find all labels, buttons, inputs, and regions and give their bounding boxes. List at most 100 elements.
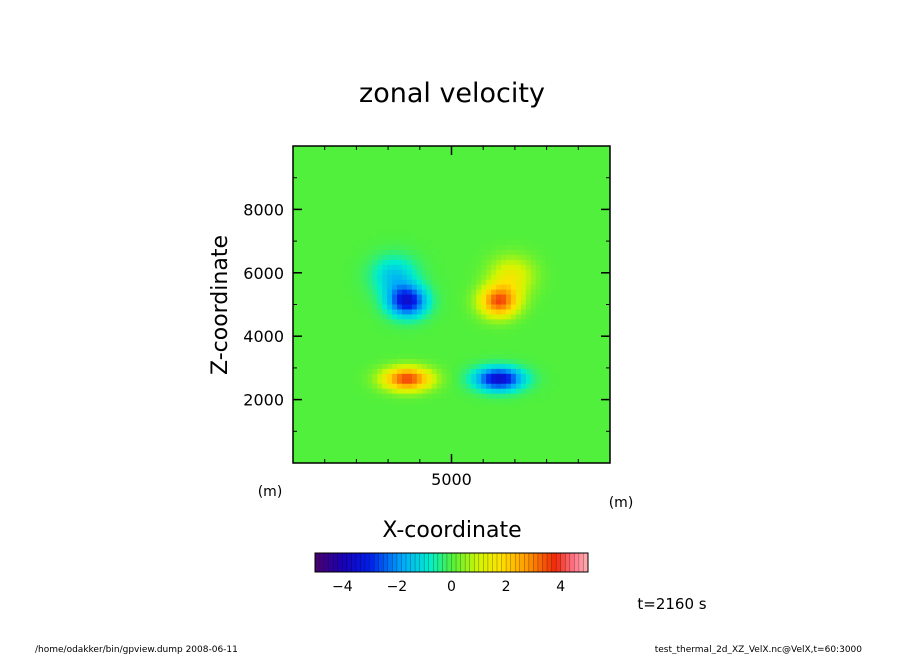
heatmap-cell — [515, 284, 522, 291]
heatmap-cell — [352, 155, 358, 162]
heatmap-cell — [486, 388, 492, 395]
heatmap-cell — [362, 453, 368, 459]
heatmap-cell — [332, 344, 338, 350]
heatmap-cell — [322, 329, 329, 335]
heatmap-cell — [461, 195, 467, 201]
heatmap-cell — [481, 339, 487, 345]
heatmap-cell — [515, 289, 522, 295]
heatmap-cell — [496, 388, 502, 395]
heatmap-cell — [595, 225, 601, 231]
heatmap-cell — [293, 309, 299, 315]
heatmap-cell — [545, 354, 551, 360]
heatmap-cell — [406, 309, 413, 315]
heatmap-cell — [565, 235, 571, 241]
heatmap-cell — [491, 240, 497, 246]
heatmap-cell — [540, 349, 547, 355]
heatmap-cell — [327, 150, 334, 157]
heatmap-cell — [382, 160, 388, 167]
heatmap-cell — [312, 354, 319, 360]
heatmap-cell — [461, 433, 467, 439]
heatmap-cell — [525, 453, 532, 459]
heatmap-cell — [401, 314, 408, 320]
heatmap-cell — [312, 383, 319, 390]
heatmap-cell — [397, 185, 403, 191]
heatmap-cell — [535, 373, 542, 380]
heatmap-cell — [486, 393, 492, 400]
heatmap-cell — [605, 344, 611, 350]
heatmap-cell — [520, 349, 527, 355]
heatmap-cell — [392, 339, 398, 345]
heatmap-cell — [416, 443, 423, 449]
heatmap-cell — [471, 403, 477, 409]
heatmap-cell — [570, 344, 576, 350]
heatmap-cell — [520, 230, 527, 236]
heatmap-cell — [545, 329, 551, 335]
heatmap-cell — [575, 413, 581, 419]
heatmap-cell — [302, 180, 309, 187]
heatmap-cell — [505, 200, 512, 206]
heatmap-cell — [337, 259, 343, 266]
heatmap-cell — [550, 368, 556, 375]
heatmap-cell — [416, 200, 423, 206]
heatmap-cell — [411, 413, 418, 419]
heatmap-cell — [357, 363, 363, 370]
heatmap-cell — [585, 408, 591, 414]
heatmap-cell — [505, 220, 512, 226]
heatmap-cell — [501, 324, 507, 330]
heatmap-cell — [560, 433, 566, 439]
heatmap-cell — [377, 240, 383, 246]
heatmap-cell — [550, 150, 556, 157]
heatmap-cell — [520, 324, 527, 330]
heatmap-cell — [491, 443, 497, 449]
heatmap-cell — [466, 309, 472, 315]
heatmap-cell — [550, 358, 556, 365]
heatmap-cell — [446, 393, 452, 400]
heatmap-cell — [525, 443, 532, 449]
heatmap-cell — [595, 383, 601, 390]
heatmap-cell — [491, 200, 497, 206]
heatmap-cell — [431, 264, 438, 271]
heatmap-cell — [307, 205, 314, 211]
heatmap-cell — [352, 393, 358, 400]
heatmap-cell — [307, 319, 314, 325]
heatmap-cell — [327, 309, 334, 315]
heatmap-cell — [550, 175, 556, 182]
heatmap-cell — [293, 314, 299, 320]
heatmap-cell — [446, 235, 452, 241]
heatmap-cell — [570, 235, 576, 241]
heatmap-cell — [332, 240, 338, 246]
heatmap-cell — [297, 443, 304, 449]
heatmap-cell — [401, 358, 408, 365]
heatmap-cell — [535, 200, 542, 206]
heatmap-cell — [397, 250, 403, 256]
heatmap-cell — [540, 215, 547, 221]
heatmap-cell — [501, 210, 507, 216]
heatmap-cell — [347, 443, 353, 449]
heatmap-cell — [307, 215, 314, 221]
heatmap-cell — [302, 195, 309, 201]
heatmap-cell — [580, 309, 586, 315]
heatmap-cell — [317, 418, 324, 424]
heatmap-cell — [555, 368, 561, 375]
heatmap-cell — [312, 279, 319, 286]
heatmap-cell — [426, 334, 433, 340]
heatmap-cell — [501, 185, 507, 191]
heatmap-cell — [426, 259, 433, 266]
heatmap-cell — [352, 448, 358, 454]
heatmap-cell — [451, 373, 457, 380]
heatmap-cell — [401, 279, 408, 286]
heatmap-cell — [362, 423, 368, 429]
heatmap-cell — [560, 245, 566, 251]
heatmap-cell — [307, 334, 314, 340]
heatmap-cell — [387, 165, 393, 172]
heatmap-cell — [312, 155, 319, 162]
heatmap-cell — [307, 155, 314, 162]
heatmap-cell — [605, 388, 611, 395]
heatmap-cell — [317, 279, 324, 286]
heatmap-cell — [377, 210, 383, 216]
heatmap-cell — [481, 284, 487, 291]
heatmap-cell — [352, 185, 358, 191]
heatmap-cell — [347, 294, 353, 300]
heatmap-cell — [317, 408, 324, 414]
heatmap-cell — [322, 146, 329, 152]
